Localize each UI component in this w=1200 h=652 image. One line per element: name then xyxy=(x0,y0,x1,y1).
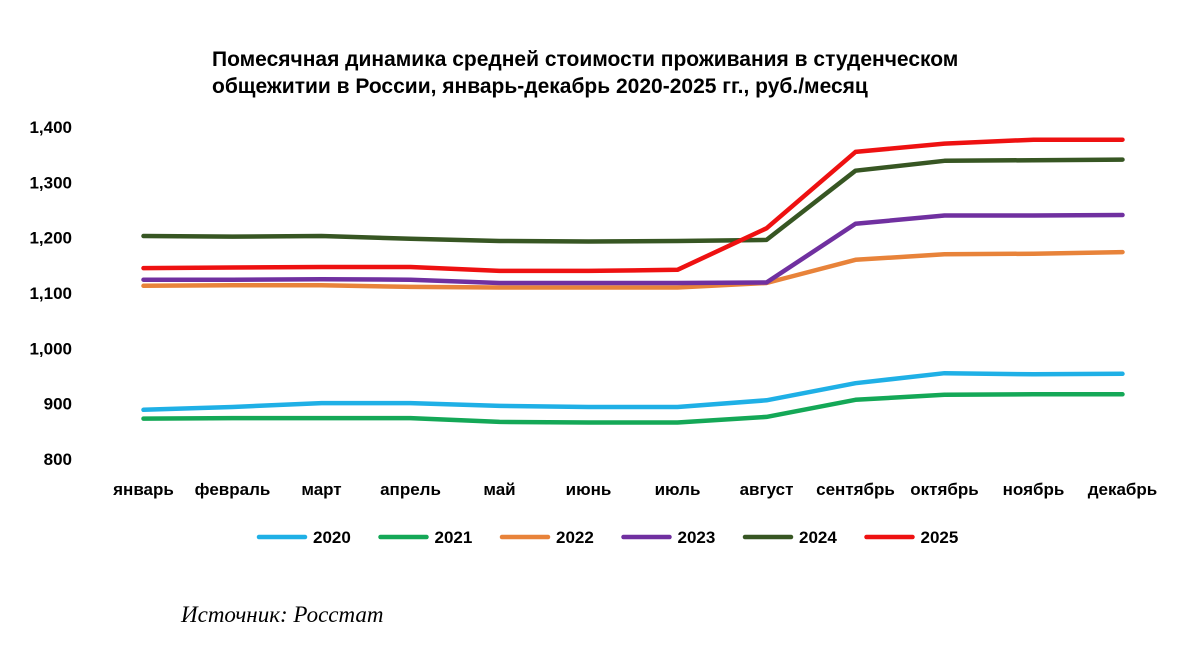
x-tick-label: июль xyxy=(655,480,701,499)
y-tick-label: 1,400 xyxy=(29,118,72,137)
chart-title-line-2: общежитии в России, январь-декабрь 2020-… xyxy=(212,75,868,98)
source-note: Источник: Росстат xyxy=(181,602,384,627)
x-axis-tick-labels: январь февраль март апрель май июнь июль август… xyxy=(112,480,1157,499)
legend: 2020 2021 2022 2023 2024 2025 xyxy=(256,528,959,547)
y-axis-tick-labels: 800 900 1,000 1,100 1,200 1,300 1,400 xyxy=(29,118,72,469)
legend-label-2020: 2020 xyxy=(313,528,351,547)
y-tick-label: 900 xyxy=(44,395,72,414)
legend-label-2022: 2022 xyxy=(556,528,594,547)
x-tick-label: март xyxy=(301,480,341,499)
y-tick-label: 1,300 xyxy=(29,173,72,192)
x-tick-label: сентябрь xyxy=(816,480,895,499)
chart-title-line-1: Помесячная динамика средней стоимости пр… xyxy=(212,48,958,71)
x-tick-label: декабрь xyxy=(1088,480,1158,499)
x-tick-label: февраль xyxy=(195,480,271,499)
y-tick-label: 1,000 xyxy=(29,339,72,358)
x-tick-label: июнь xyxy=(566,480,612,499)
series-line-2022 xyxy=(141,249,1125,290)
series-line-2023 xyxy=(141,212,1125,286)
y-tick-label: 1,200 xyxy=(29,229,72,248)
series-line-2020 xyxy=(141,370,1125,413)
series-line-2025 xyxy=(141,137,1125,274)
series-line-2024 xyxy=(141,157,1125,244)
legend-label-2023: 2023 xyxy=(678,528,716,547)
legend-label-2021: 2021 xyxy=(435,528,473,547)
x-tick-label: октябрь xyxy=(910,480,978,499)
x-tick-label: январь xyxy=(112,480,174,499)
series-line-2021 xyxy=(141,392,1125,425)
x-tick-label: ноябрь xyxy=(1003,480,1065,499)
y-tick-label: 1,100 xyxy=(29,284,72,303)
x-tick-label: май xyxy=(483,480,515,499)
chart-title: Помесячная динамика средней стоимости пр… xyxy=(212,48,958,98)
x-tick-label: апрель xyxy=(380,480,441,499)
legend-label-2024: 2024 xyxy=(799,528,837,547)
series-lines xyxy=(141,137,1125,425)
x-tick-label: август xyxy=(740,480,794,499)
y-tick-label: 800 xyxy=(44,450,72,469)
legend-label-2025: 2025 xyxy=(921,528,959,547)
